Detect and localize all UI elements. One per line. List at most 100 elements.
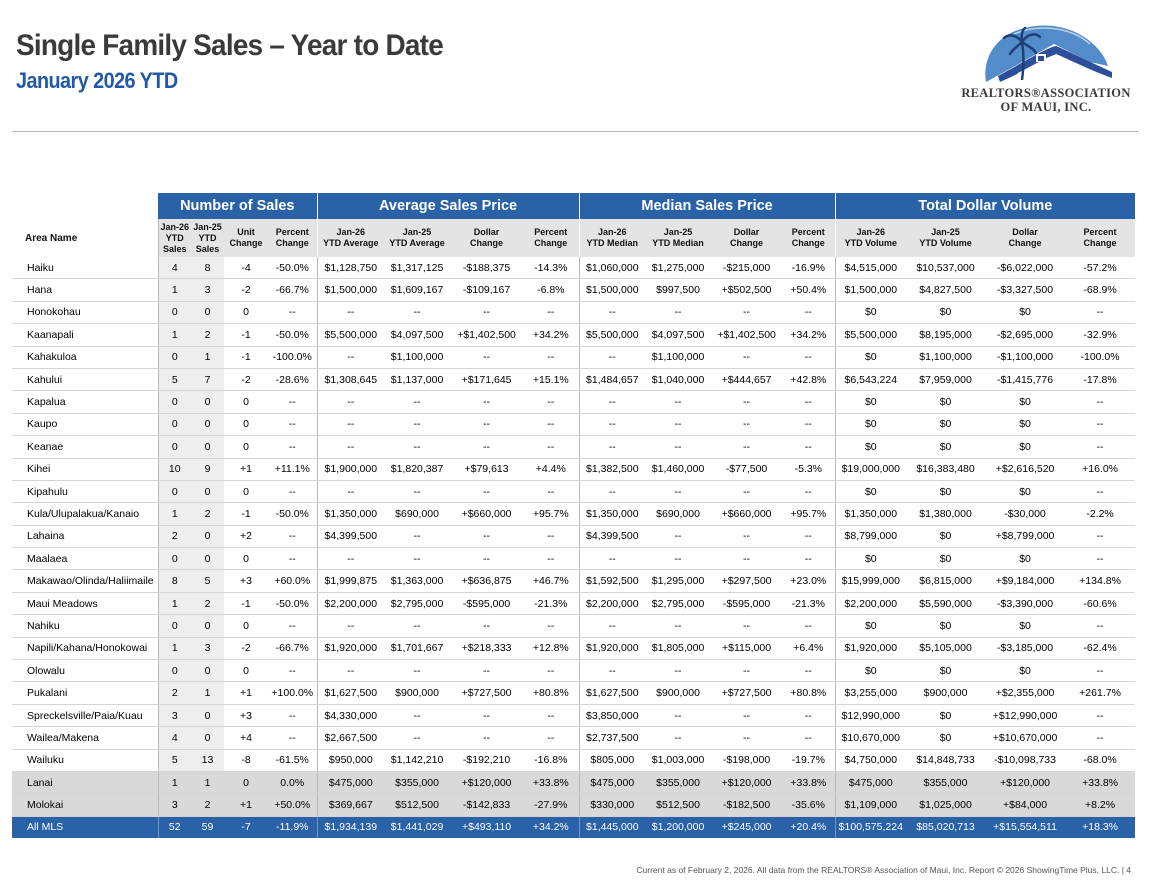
table-cell: -- bbox=[645, 614, 712, 638]
table-cell: -- bbox=[645, 726, 712, 750]
table-cell: -- bbox=[450, 525, 524, 549]
table-cell: +$636,875 bbox=[450, 569, 524, 593]
table-row: Olowalu 0 0 0 -- -- -- -- -- -- -- -- -- $0 $0 $0 -- bbox=[12, 659, 1136, 683]
column-header: Jan-26 YTD Average bbox=[316, 219, 385, 257]
column-header: Jan-26 YTD Median bbox=[578, 219, 646, 257]
table-cell: $1,295,000 bbox=[645, 569, 712, 593]
table-cell: $1,382,500 bbox=[578, 458, 646, 481]
table-cell: $1,317,125 bbox=[384, 257, 451, 280]
table-cell: -16.8% bbox=[523, 749, 580, 772]
table-cell: +16.0% bbox=[1065, 458, 1136, 481]
table-cell: $3,850,000 bbox=[578, 704, 646, 728]
table-cell: -- bbox=[711, 726, 783, 750]
table-cell: -- bbox=[782, 704, 836, 728]
table-cell: -- bbox=[384, 659, 451, 683]
area-name-cell: Spreckelsville/Paia/Kuau bbox=[12, 704, 158, 728]
table-cell: +3 bbox=[224, 704, 268, 728]
table-cell: -50.0% bbox=[268, 257, 318, 280]
table-cell: -14.3% bbox=[523, 257, 580, 280]
table-cell: -- bbox=[523, 525, 580, 549]
table-cell: $0 bbox=[985, 301, 1066, 325]
table-cell: -50.0% bbox=[268, 592, 318, 616]
table-cell: +15.1% bbox=[523, 368, 580, 392]
area-name-cell: All MLS bbox=[12, 816, 158, 839]
table-cell: +$297,500 bbox=[711, 569, 783, 593]
area-name-cell: Makawao/Olinda/Haliimaile bbox=[12, 569, 158, 593]
column-header: Percent Change bbox=[1065, 219, 1136, 257]
table-cell: +$2,355,000 bbox=[985, 681, 1066, 705]
table-cell: -$595,000 bbox=[711, 592, 783, 616]
table-cell: 2 bbox=[157, 525, 191, 549]
table-cell: -- bbox=[782, 726, 836, 750]
table-cell: $7,959,000 bbox=[906, 368, 986, 392]
table-cell: -1 bbox=[224, 502, 268, 526]
table-cell: -19.7% bbox=[782, 749, 836, 772]
table-cell: -50.0% bbox=[268, 323, 318, 347]
table-cell: 0 bbox=[224, 435, 268, 459]
table-cell: $690,000 bbox=[384, 502, 451, 526]
table-cell: $4,097,500 bbox=[384, 323, 451, 347]
table-cell: $369,667 bbox=[316, 793, 385, 817]
table-cell: +$9,184,000 bbox=[985, 569, 1066, 593]
table-cell: 59 bbox=[191, 816, 224, 839]
column-header: Percent Change bbox=[523, 219, 580, 257]
table-cell: $1,308,645 bbox=[316, 368, 385, 392]
table-cell: $0 bbox=[985, 435, 1066, 459]
table-cell: -$142,833 bbox=[450, 793, 524, 817]
table-cell: +33.8% bbox=[782, 771, 836, 795]
table-cell: $5,105,000 bbox=[906, 637, 986, 661]
table-cell: $6,815,000 bbox=[906, 569, 986, 593]
table-cell: -62.4% bbox=[1065, 637, 1136, 661]
column-header: Jan-25 YTD Sales bbox=[191, 219, 224, 257]
table-cell: +$171,645 bbox=[450, 368, 524, 392]
table-cell: -68.9% bbox=[1065, 278, 1136, 302]
table-row: Pukalani 2 1 +1 +100.0% $1,627,500 $900,000 +$7… bbox=[12, 681, 1136, 705]
table-cell: -7 bbox=[224, 816, 268, 839]
table-cell: +261.7% bbox=[1065, 681, 1136, 705]
table-cell: $1,128,750 bbox=[316, 257, 385, 280]
table-cell: 0 bbox=[157, 301, 191, 325]
table-cell: -- bbox=[384, 704, 451, 728]
table-cell: -- bbox=[578, 413, 646, 437]
table-cell: 0 bbox=[224, 390, 268, 414]
table-cell: -1 bbox=[224, 592, 268, 616]
area-name-cell: Hana bbox=[12, 278, 158, 302]
table-cell: +$1,402,500 bbox=[711, 323, 783, 347]
table-row: Molokai 3 2 +1 +50.0% $369,667 $512,500 -$142,8… bbox=[12, 793, 1136, 817]
table-cell: -100.0% bbox=[268, 346, 318, 369]
table-cell: -- bbox=[782, 547, 836, 571]
table-cell: $475,000 bbox=[316, 771, 385, 795]
table-cell: $1,805,000 bbox=[645, 637, 712, 661]
table-cell: $6,543,224 bbox=[834, 368, 907, 392]
table-cell: $0 bbox=[985, 614, 1066, 638]
table-cell: +$245,000 bbox=[711, 816, 783, 839]
table-cell: +34.2% bbox=[523, 816, 580, 839]
table-cell: 0 bbox=[191, 435, 224, 459]
table-cell: -- bbox=[645, 390, 712, 414]
table-cell: 0.0% bbox=[268, 771, 318, 795]
table-cell: $0 bbox=[834, 346, 907, 369]
association-logo: REALTORS®ASSOCIATION OF MAUI, INC. bbox=[960, 22, 1132, 114]
table-cell: +46.7% bbox=[523, 569, 580, 593]
table-cell: 0 bbox=[191, 659, 224, 683]
table-cell: 0 bbox=[224, 301, 268, 325]
table-cell: $0 bbox=[906, 301, 986, 325]
table-cell: $0 bbox=[906, 704, 986, 728]
table-cell: 1 bbox=[191, 346, 224, 369]
table-cell: $14,848,733 bbox=[906, 749, 986, 772]
table-cell: $512,500 bbox=[645, 793, 712, 817]
table-cell: 1 bbox=[191, 771, 224, 795]
area-name-cell: Kaupo bbox=[12, 413, 158, 437]
table-cell: $1,137,000 bbox=[384, 368, 451, 392]
table-cell: $0 bbox=[985, 480, 1066, 504]
table-cell: +$84,000 bbox=[985, 793, 1066, 817]
table-cell: +$502,500 bbox=[711, 278, 783, 302]
table-cell: -- bbox=[782, 480, 836, 504]
table-cell: $1,701,667 bbox=[384, 637, 451, 661]
table-cell: -- bbox=[450, 726, 524, 750]
table-cell: $1,900,000 bbox=[316, 458, 385, 481]
table-cell: -- bbox=[782, 301, 836, 325]
area-name-cell: Kihei bbox=[12, 458, 158, 481]
table-cell: -- bbox=[384, 547, 451, 571]
table-cell: +6.4% bbox=[782, 637, 836, 661]
